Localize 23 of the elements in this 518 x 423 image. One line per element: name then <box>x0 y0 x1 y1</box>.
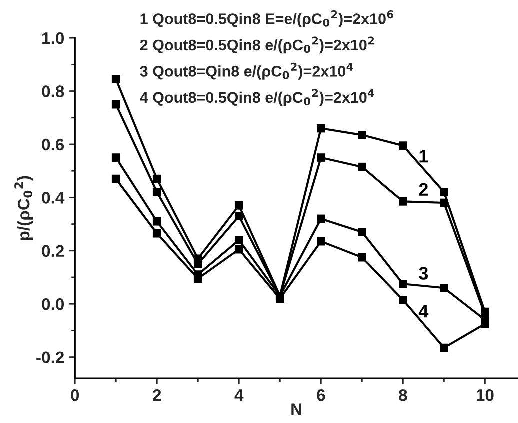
y-tick-label: 1.0 <box>42 32 64 44</box>
annotation: 4 Qout8=0.5Qin8 e/(ρC$_{0}$$^{2}$)=2x10$^{4}$ <box>140 89 375 106</box>
series-label: 3 <box>419 267 428 280</box>
x-tick-label: 6 <box>317 389 326 402</box>
text: 1 Qout8=0.5Qin8 E=e/(ρC$_{0}$$^{2}$)=2x10$^{6}$ <box>140 10 394 28</box>
y-tick-label: 0.2 <box>42 245 64 258</box>
x-tick-label: 0 <box>71 389 80 402</box>
series-label: 2 <box>419 183 428 196</box>
annotation: 3 Qout8=Qin8 e/(ρC$_{0}$$^{2}$)=2x10$^{4}$ <box>140 62 354 80</box>
y-axis-title: p/(ρC$_{0}$$^{2}$) <box>14 176 34 240</box>
x-tick-label: 4 <box>234 390 244 402</box>
x-axis-title: N <box>292 404 302 416</box>
y-tick-label: -0.2 <box>36 352 64 364</box>
series-label: 1 <box>420 150 428 163</box>
y-tick-label: 0.6 <box>42 138 64 151</box>
x-tick-label: 2 <box>153 389 162 402</box>
series-label: 4 <box>418 305 429 318</box>
x-tick-label: 10 <box>476 389 494 402</box>
y-tick-label: 0.0 <box>42 298 64 310</box>
x-tick-label: 8 <box>399 389 408 402</box>
annotation: 2 Qout8=0.5Qin8 e/(ρC$_{0}$$^{2}$)=2x10$^{2}$ <box>140 36 374 54</box>
y-tick-label: 0.4 <box>42 192 65 204</box>
y-tick-label: 0.8 <box>42 86 64 98</box>
